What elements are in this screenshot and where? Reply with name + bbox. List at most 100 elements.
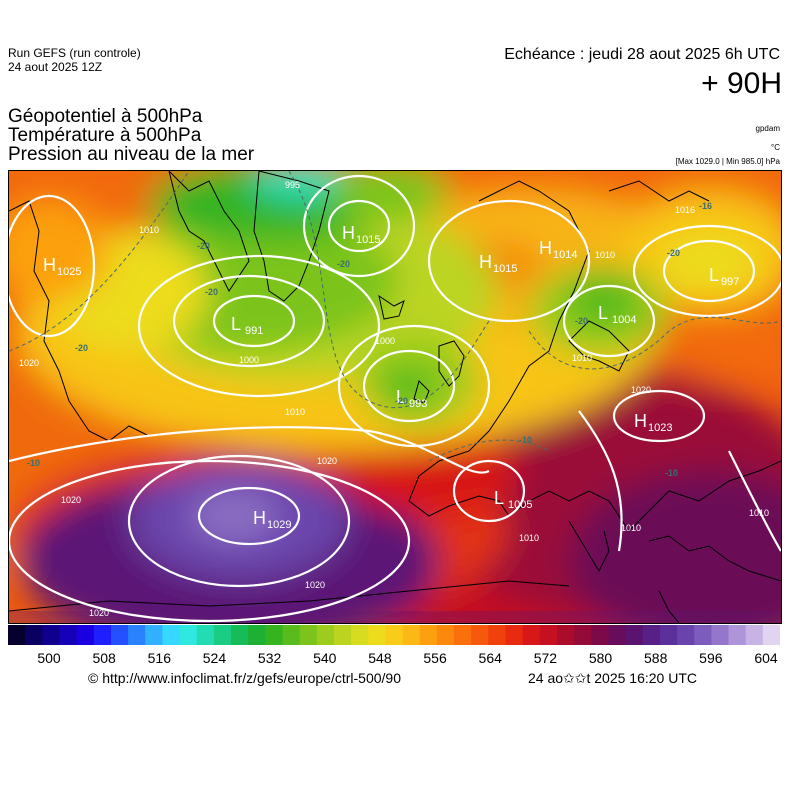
color-scale-swatch <box>419 625 438 645</box>
color-scale-swatch <box>728 625 747 645</box>
pressure-center-type: L <box>709 265 719 285</box>
color-scale-swatch <box>265 625 283 645</box>
color-scale-swatch <box>8 625 26 645</box>
pressure-center-type: L <box>396 387 406 407</box>
pressure-center-type: H <box>634 411 647 431</box>
isobar-labels: 995 1000 1000 1010 1010 1010 1010 1010 1… <box>19 180 769 618</box>
isobar-label: 1010 <box>749 508 769 518</box>
color-scale-tick-label: 516 <box>147 650 171 666</box>
color-scale-tick-label: 596 <box>699 650 723 666</box>
geopotential-field <box>9 171 781 623</box>
color-scale-swatch <box>110 625 129 645</box>
isobar-label: 1020 <box>305 580 325 590</box>
pressure-center-value: 997 <box>721 276 739 288</box>
isobar-label: 1010 <box>595 250 615 260</box>
forecast-lead-time: + 90H <box>701 67 782 100</box>
color-scale-swatch <box>556 625 575 645</box>
isobar-label: 1010 <box>139 225 159 235</box>
color-scale-swatch <box>711 625 730 645</box>
color-scale-swatch <box>213 625 232 645</box>
pressure-center-value: 1004 <box>612 314 636 326</box>
color-scale-swatch <box>625 625 644 645</box>
color-scale-tick-label: 532 <box>257 650 282 666</box>
color-scale-swatch <box>505 625 524 645</box>
param-temperature: Température à 500hPa <box>8 125 202 146</box>
color-scale-swatch <box>659 625 678 645</box>
color-scale-swatch <box>488 625 507 645</box>
isobar-label: 1010 <box>572 353 592 363</box>
color-scale-swatch <box>145 625 163 645</box>
coastlines <box>9 171 781 623</box>
pressure-center-value: 993 <box>409 398 427 410</box>
color-scale-swatch <box>196 625 215 645</box>
color-scale-swatch <box>522 625 541 645</box>
isobar-label: 995 <box>285 180 300 190</box>
temperature-label: -20 <box>395 396 408 406</box>
color-scale-tick-label: 580 <box>588 650 613 666</box>
color-scale-tick-label: 556 <box>423 650 447 666</box>
isobar-label: 1010 <box>621 523 641 533</box>
unit-pressure-range: [Max 1029.0 | Min 985.0] hPa <box>675 157 780 166</box>
temperature-label: -20 <box>337 259 350 269</box>
color-scale-tick-label: 524 <box>202 650 227 666</box>
isobar-label: 1000 <box>239 355 259 365</box>
temperature-label: -10 <box>665 468 678 478</box>
color-scale-swatch <box>128 625 146 645</box>
pressure-center-type: L <box>598 303 608 323</box>
color-scale-swatch <box>762 625 780 645</box>
color-scale-swatch <box>282 625 301 645</box>
color-scale-tick-label: 548 <box>368 650 392 666</box>
pressure-center-value: 1015 <box>493 263 517 275</box>
color-scale-swatch <box>402 625 421 645</box>
weather-map: H 1025 H 1015 H 1015 H 1014 L 997 L 991 … <box>8 170 782 624</box>
color-scale-swatch <box>642 625 661 645</box>
pressure-center-type: H <box>342 223 355 243</box>
color-scale-swatch <box>591 625 609 645</box>
temperature-label: -10 <box>519 435 532 445</box>
isobar-label: 1020 <box>631 385 651 395</box>
color-scale-swatch <box>745 625 764 645</box>
pressure-center-value: 1023 <box>648 422 672 434</box>
color-scale-swatch <box>179 625 198 645</box>
temperature-label: -20 <box>197 241 210 251</box>
color-scale-tick-label: 564 <box>478 650 502 666</box>
pressure-center-value: 1029 <box>267 519 291 531</box>
isobar-label: 1016 <box>675 205 695 215</box>
pressure-center-value: 1014 <box>553 249 577 261</box>
temperature-label: -16 <box>699 201 712 211</box>
pressure-center-type: L <box>231 314 241 334</box>
pressure-center-type: H <box>253 508 266 528</box>
isobar-label: 1000 <box>375 336 395 346</box>
color-scale-swatch <box>316 625 335 645</box>
temperature-label: -20 <box>205 287 218 297</box>
color-scale-swatch <box>454 625 472 645</box>
run-info: Run GEFS (run controle) 24 aout 2025 12Z <box>8 46 141 74</box>
color-scale-swatch <box>231 625 249 645</box>
pressure-center-value: 991 <box>245 325 263 337</box>
color-scale <box>8 625 780 645</box>
color-scale-swatch <box>368 625 386 645</box>
color-scale-swatch <box>299 625 318 645</box>
pressure-center-value: 1025 <box>57 266 81 278</box>
color-scale-swatch <box>42 625 60 645</box>
color-scale-swatch <box>677 625 695 645</box>
color-scale-tick-label: 540 <box>313 650 337 666</box>
isobar-label: 1020 <box>19 358 39 368</box>
temperature-label: -20 <box>667 248 680 258</box>
color-scale-swatch <box>333 625 352 645</box>
pressure-centers: H 1025 H 1015 H 1015 H 1014 L 997 L 991 … <box>43 223 739 531</box>
isobar-label: 1020 <box>317 456 337 466</box>
color-scale-swatch <box>248 625 266 645</box>
color-scale-swatch <box>608 625 627 645</box>
color-scale-swatch <box>59 625 78 645</box>
isobar-label: 1010 <box>285 407 305 417</box>
color-scale-tick-label: 508 <box>92 650 116 666</box>
temperature-label: -20 <box>75 343 88 353</box>
color-scale-swatch <box>471 625 489 645</box>
run-date: 24 aout 2025 12Z <box>8 60 103 74</box>
color-scale-tick-label: 588 <box>644 650 668 666</box>
pressure-center-type: L <box>494 488 504 508</box>
unit-temperature: °C <box>771 143 780 152</box>
source-link[interactable]: © http://www.infoclimat.fr/z/gefs/europe… <box>88 670 402 686</box>
color-scale-tick-label: 500 <box>37 650 61 666</box>
